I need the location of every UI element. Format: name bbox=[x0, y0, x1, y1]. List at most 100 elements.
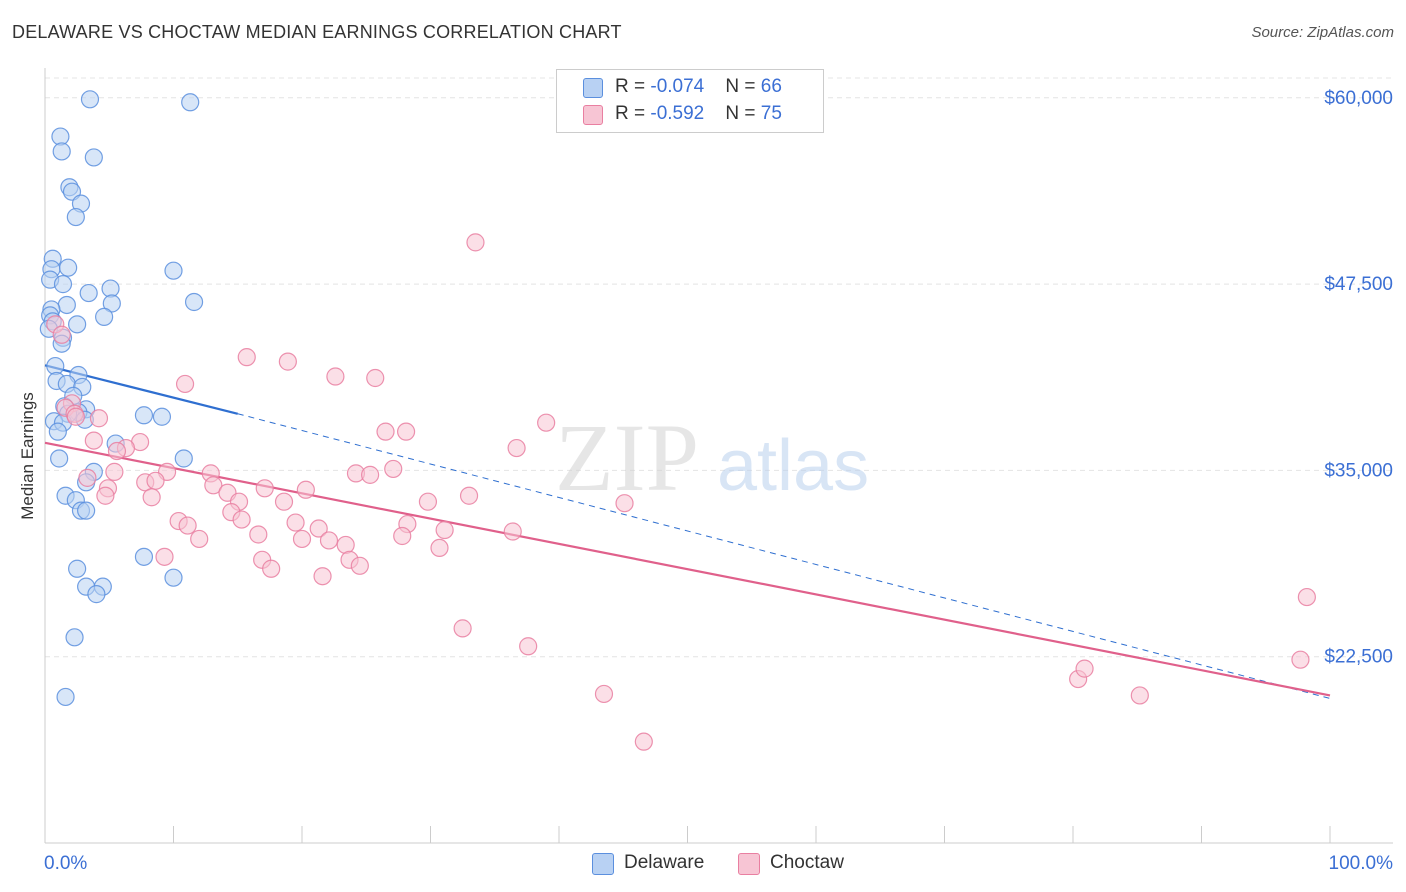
choctaw-point bbox=[336, 535, 355, 555]
delaware-point bbox=[134, 406, 154, 425]
choctaw-point bbox=[1291, 650, 1310, 669]
choctaw-point bbox=[146, 471, 165, 490]
choctaw-point bbox=[418, 492, 438, 511]
watermark: ZIP atlas bbox=[555, 404, 869, 511]
choctaw-point bbox=[453, 619, 472, 638]
choctaw-point bbox=[313, 567, 332, 586]
bottom-legend-label-choctaw: Choctaw bbox=[770, 852, 844, 873]
y-tick-label: $35,000 bbox=[1324, 460, 1393, 481]
delaware-point bbox=[56, 687, 75, 707]
x-tick-label-min: 0.0% bbox=[44, 853, 87, 874]
choctaw-point bbox=[594, 684, 614, 704]
delaware-point bbox=[79, 283, 98, 303]
y-tick-label: $47,500 bbox=[1324, 274, 1393, 295]
choctaw-point bbox=[84, 431, 103, 450]
choctaw-point bbox=[466, 233, 485, 252]
choctaw-point bbox=[249, 525, 268, 544]
choctaw-point bbox=[537, 413, 556, 432]
choctaw-point bbox=[366, 368, 385, 388]
choctaw-point bbox=[278, 352, 297, 371]
delaware-point bbox=[152, 407, 172, 426]
choctaw-point bbox=[350, 556, 369, 575]
delaware-point bbox=[59, 258, 78, 277]
delaware-point bbox=[95, 307, 114, 326]
delaware-point bbox=[87, 585, 106, 604]
bottom-legend-swatch-choctaw bbox=[738, 853, 760, 875]
choctaw-point bbox=[309, 519, 328, 538]
choctaw-point bbox=[155, 547, 174, 566]
choctaw-point bbox=[1297, 587, 1316, 607]
choctaw-point bbox=[274, 492, 294, 511]
x-tick-labels: 0.0% 100.0% bbox=[44, 853, 1393, 874]
legend-n-choctaw: 75 bbox=[760, 103, 782, 124]
delaware-point bbox=[174, 449, 193, 468]
source-label: Source: ZipAtlas.com bbox=[1251, 24, 1394, 41]
choctaw-point bbox=[459, 486, 479, 505]
choctaw-point bbox=[615, 494, 634, 513]
choctaw-point bbox=[89, 409, 109, 428]
delaware-point bbox=[84, 148, 103, 167]
bottom-legend-swatch-delaware bbox=[592, 853, 614, 875]
legend-swatch-delaware bbox=[583, 78, 603, 98]
choctaw-point bbox=[430, 538, 449, 558]
x-tick-label-max: 100.0% bbox=[1329, 853, 1394, 874]
grid-lines bbox=[45, 77, 1393, 658]
delaware-point bbox=[48, 422, 67, 441]
legend-n-delaware: 66 bbox=[760, 76, 782, 97]
choctaw-point bbox=[262, 559, 281, 578]
y-tick-label: $60,000 bbox=[1324, 88, 1393, 109]
choctaw-point bbox=[232, 510, 251, 529]
choctaw-point bbox=[435, 520, 454, 540]
choctaw-point bbox=[384, 459, 403, 479]
delaware-point bbox=[102, 294, 121, 313]
choctaw-point bbox=[66, 407, 85, 426]
stats-legend: R = -0.074 N = 66 R = -0.592 N = 75 bbox=[556, 69, 824, 133]
delaware-point bbox=[57, 295, 76, 315]
legend-swatch-choctaw bbox=[583, 105, 603, 125]
choctaw-point bbox=[503, 522, 522, 541]
choctaw-point bbox=[96, 486, 115, 505]
choctaw-point bbox=[326, 367, 345, 386]
choctaw-point bbox=[396, 422, 416, 441]
delaware-point bbox=[53, 275, 73, 294]
legend-r-choctaw: -0.592 bbox=[650, 103, 705, 124]
choctaw-point bbox=[376, 422, 395, 441]
delaware-point bbox=[80, 90, 100, 109]
delaware-trend-extension bbox=[237, 413, 1331, 699]
delaware-point bbox=[66, 207, 85, 227]
watermark-zip: ZIP bbox=[555, 404, 699, 511]
delaware-point bbox=[68, 559, 87, 578]
choctaw-point bbox=[292, 529, 312, 549]
choctaw-point bbox=[175, 374, 195, 394]
delaware-point bbox=[164, 261, 183, 280]
axes bbox=[44, 68, 1393, 844]
choctaw-point bbox=[286, 513, 305, 532]
choctaw-point bbox=[634, 732, 653, 751]
choctaw-point bbox=[319, 531, 339, 550]
choctaw-point bbox=[507, 438, 526, 458]
delaware-point bbox=[164, 568, 183, 587]
choctaw-point bbox=[78, 468, 97, 487]
choctaw-point bbox=[519, 637, 538, 656]
choctaw-point bbox=[1075, 659, 1094, 678]
delaware-point bbox=[134, 547, 154, 566]
watermark-atlas: atlas bbox=[717, 426, 869, 506]
choctaw-point bbox=[178, 516, 197, 535]
choctaw-point bbox=[361, 465, 380, 484]
choctaw-point bbox=[142, 488, 161, 507]
choctaw-point bbox=[52, 325, 71, 344]
delaware-point bbox=[65, 628, 84, 647]
delaware-point bbox=[77, 501, 96, 520]
choctaw-point bbox=[204, 476, 223, 495]
delaware-point bbox=[52, 142, 71, 161]
choctaw-point bbox=[105, 462, 124, 481]
delaware-point bbox=[184, 292, 204, 312]
legend-r-delaware: -0.074 bbox=[650, 76, 705, 97]
choctaw-point bbox=[255, 479, 274, 498]
choctaw-point bbox=[393, 526, 412, 546]
choctaw-point bbox=[237, 348, 256, 367]
choctaw-point bbox=[1130, 686, 1149, 705]
choctaw-point bbox=[107, 441, 127, 461]
choctaw-point bbox=[190, 529, 209, 549]
